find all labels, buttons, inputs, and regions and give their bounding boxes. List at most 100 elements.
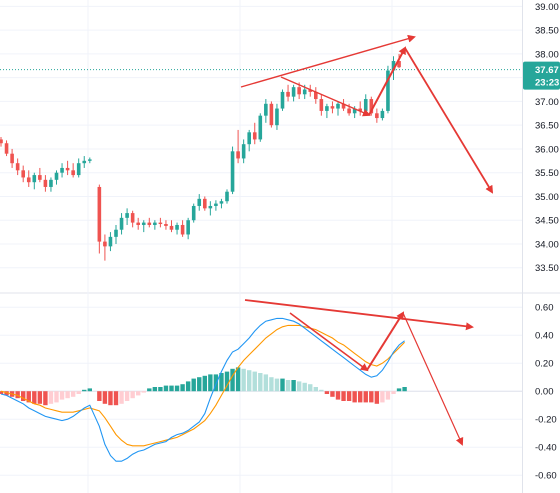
candle-body xyxy=(60,167,64,173)
macd-histogram-bar xyxy=(124,391,130,401)
macd-line xyxy=(0,317,405,462)
macd-histogram-bar xyxy=(43,391,48,406)
candle-body xyxy=(208,205,213,209)
macd-histogram-bar xyxy=(65,391,70,399)
macd-histogram-bar xyxy=(258,373,263,392)
macd-tick-label: -0.40 xyxy=(535,443,557,454)
macd-histogram-bar xyxy=(152,387,158,392)
candle-body xyxy=(88,159,92,161)
bar-countdown: 23:23 xyxy=(535,78,559,89)
macd-histogram-bar xyxy=(208,374,213,392)
candle-body xyxy=(397,61,401,68)
candle-body xyxy=(32,175,37,183)
macd-histogram-bar xyxy=(291,380,296,392)
macd-histogram-bar xyxy=(358,391,363,403)
candle-body xyxy=(214,203,218,206)
candle-body xyxy=(386,70,390,111)
macd-pullback-arrow xyxy=(289,312,369,372)
last-price-badge xyxy=(523,61,560,90)
candle-body xyxy=(291,87,296,97)
price-rising-trendline xyxy=(240,34,416,88)
macd-histogram-bar xyxy=(197,377,202,392)
macd-histogram-bar xyxy=(26,391,31,403)
price-tick-label: 34.50 xyxy=(535,216,559,227)
macd-histogram-bar xyxy=(252,371,257,392)
candle-body xyxy=(241,144,246,159)
macd-histogram-bar xyxy=(87,388,92,392)
macd-histogram-bar xyxy=(296,381,302,392)
macd-histogram-bar xyxy=(158,387,163,392)
candle-body xyxy=(325,106,329,111)
macd-histogram-bar xyxy=(391,391,396,394)
macd-histogram-bar xyxy=(235,367,241,392)
macd-histogram-bar xyxy=(241,368,246,392)
price-tick-label: 37.00 xyxy=(535,97,559,108)
macd-histogram-bar xyxy=(324,391,330,394)
macd-histogram-bar xyxy=(37,391,43,404)
candle-body xyxy=(43,179,48,187)
macd-rebound-arrow xyxy=(366,311,405,371)
price-rebound-arrow xyxy=(368,46,406,116)
candle-body xyxy=(347,108,351,114)
candle-body xyxy=(375,113,379,119)
price-tick-label: 34.00 xyxy=(535,239,559,250)
candle-body xyxy=(225,191,229,202)
macd-histogram-bar xyxy=(185,381,191,392)
macd-tick-label: 0.60 xyxy=(535,303,554,314)
candle-body xyxy=(358,108,362,111)
macd-histogram-bar xyxy=(0,391,4,394)
candle-body xyxy=(175,224,179,230)
candle-body xyxy=(136,222,140,225)
macd-histogram-bar xyxy=(136,391,141,396)
candle-body xyxy=(230,151,235,192)
candle-body xyxy=(330,106,335,109)
macd-histogram-bar xyxy=(402,387,407,392)
macd-histogram-bar xyxy=(341,391,346,401)
candle-body xyxy=(114,229,118,237)
macd-projected-decline-arrow xyxy=(402,312,464,446)
macd-histogram-bar xyxy=(202,375,207,392)
candle-body xyxy=(319,99,324,111)
macd-histogram-bar xyxy=(32,391,37,404)
macd-histogram-bar xyxy=(247,370,252,392)
candle-body xyxy=(197,198,202,206)
candle-body xyxy=(147,222,152,225)
macd-histogram-bar xyxy=(363,391,368,403)
macd-tick-label: 0.20 xyxy=(535,359,554,370)
macd-histogram-bar xyxy=(113,391,119,406)
price-tick-label: 39.00 xyxy=(535,2,559,13)
candle-body xyxy=(164,224,168,226)
macd-histogram-bar xyxy=(385,391,391,400)
macd-falling-trendline xyxy=(244,299,474,331)
macd-histogram-bar xyxy=(191,378,196,392)
macd-histogram-bar xyxy=(147,388,152,392)
last-price-value: 37.67 xyxy=(535,65,559,76)
candle-body xyxy=(76,163,81,176)
macd-histogram-bar xyxy=(369,391,374,403)
macd-pane xyxy=(0,317,407,462)
candle-body xyxy=(141,222,146,225)
macd-histogram-bar xyxy=(396,388,402,392)
macd-histogram-bar xyxy=(141,391,146,393)
candle-body xyxy=(158,222,163,225)
candle-body xyxy=(269,103,274,126)
candle-body xyxy=(38,175,42,180)
macd-histogram-bar xyxy=(285,380,291,392)
macd-tick-label: 0.00 xyxy=(535,387,554,398)
candle-body xyxy=(125,213,129,218)
macd-histogram-bar xyxy=(21,391,26,401)
candle-body xyxy=(186,220,190,235)
candle-body xyxy=(49,179,53,187)
candle-body xyxy=(264,103,268,116)
price-tick-label: 36.50 xyxy=(535,121,559,132)
candle-body xyxy=(10,153,14,164)
candle-body xyxy=(369,99,374,114)
macd-tick-label: 0.40 xyxy=(535,331,554,342)
macd-histogram-bar xyxy=(352,391,357,403)
macd-histogram-bar xyxy=(59,391,65,400)
price-tick-label: 35.50 xyxy=(535,168,559,179)
price-tick-label: 36.00 xyxy=(535,144,559,155)
macd-histogram-bar xyxy=(169,385,174,392)
macd-histogram-bar xyxy=(224,371,230,392)
